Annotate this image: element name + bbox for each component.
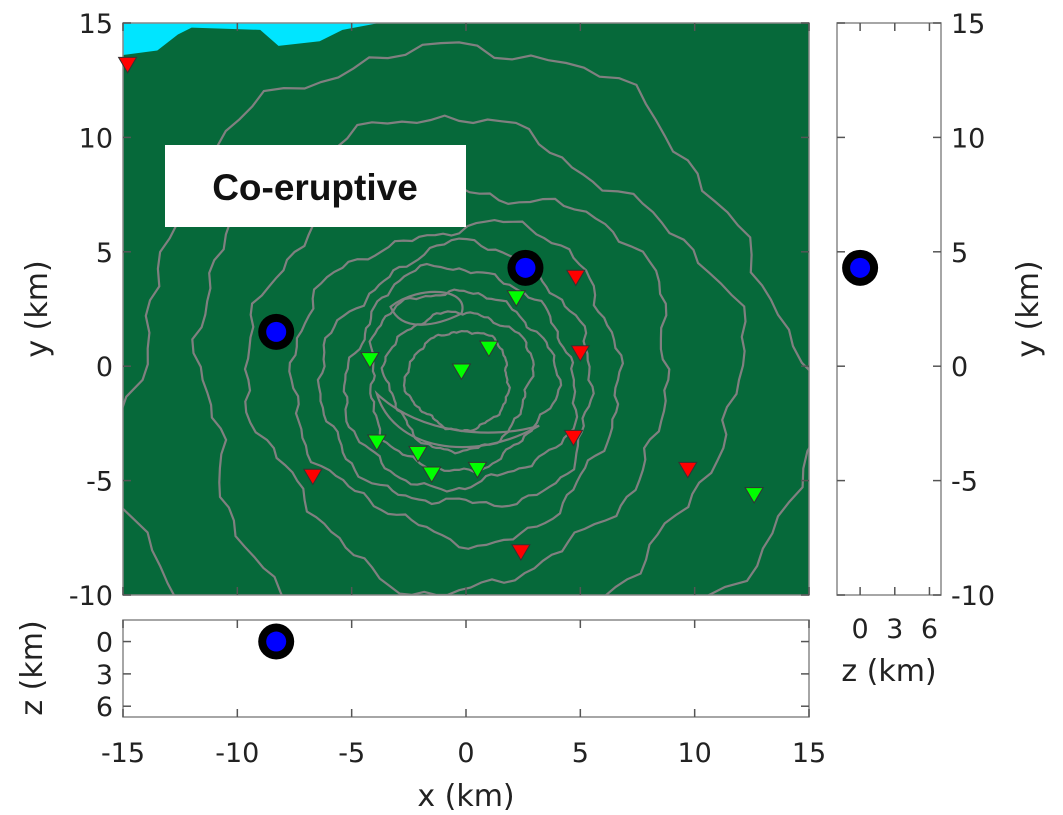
station-red — [563, 429, 584, 447]
station-green — [360, 352, 380, 369]
depth-panel-x-ticks: 036 — [96, 620, 810, 723]
map-y-tick-label: 15 — [79, 9, 113, 40]
depth-y-xtick-label: 6 — [921, 614, 938, 645]
station-green — [421, 466, 442, 484]
depth-y-ytick-label: -10 — [951, 581, 995, 612]
station-red — [570, 345, 591, 363]
depth-x-ytick-label: 0 — [96, 628, 113, 659]
water-area — [123, 23, 380, 56]
depth-panel-x-frame — [122, 619, 810, 718]
station-red — [117, 56, 138, 74]
depth-y-ytick-label: 10 — [951, 123, 985, 154]
map-markers — [117, 56, 764, 562]
depth-panel-y-markers — [842, 249, 879, 286]
map-panel: -10 -5 0 5 10 15 — [69, 9, 810, 612]
station-green — [467, 461, 488, 479]
contour-level — [342, 262, 579, 493]
depth-y-ytick-label: 0 — [951, 352, 968, 383]
contour-level — [288, 218, 625, 550]
station-green — [366, 434, 387, 452]
depth-panel-y-frame — [836, 22, 942, 596]
depth-y-source-marker — [850, 257, 871, 278]
x-tick-label: 0 — [457, 738, 474, 769]
contour-level — [123, 41, 809, 595]
contour-map — [123, 23, 809, 595]
map-y-tick-labels: -10 -5 0 5 10 15 — [69, 9, 113, 612]
depth-x-source-marker — [266, 631, 287, 652]
title-background — [165, 145, 466, 227]
depth-panel-x-ylabel: z (km) — [15, 620, 50, 715]
x-tick-label: -15 — [101, 738, 145, 769]
depth-y-ytick-label: 15 — [951, 9, 985, 40]
station-red — [511, 544, 531, 562]
map-y-tick-label: 0 — [96, 352, 113, 383]
depth-panel-y-ylabel: y (km) — [1011, 260, 1046, 357]
depth-y-xtick-label: 3 — [886, 614, 903, 645]
depth-x-ytick-label: 6 — [96, 692, 113, 723]
contour-level — [191, 114, 747, 595]
depth-panel-y-tick-labels: -10 -5 0 5 10 15 — [951, 9, 995, 612]
contour-inner-feature — [374, 390, 540, 449]
x-tick-label: 10 — [677, 738, 711, 769]
map-y-axis-label: y (km) — [20, 260, 55, 357]
station-red — [302, 468, 323, 486]
map-y-tick-label: 10 — [79, 123, 113, 154]
depth-y-ytick-label: 5 — [951, 238, 968, 269]
station-green — [478, 340, 499, 358]
depth-panel-y-xlabel: z (km) — [841, 654, 936, 689]
x-tick-label: -5 — [338, 738, 365, 769]
contour-level — [368, 288, 563, 474]
x-tick-label: 5 — [572, 738, 589, 769]
source-marker — [515, 257, 536, 278]
depth-panel-x: 036 z (km) — [15, 619, 810, 723]
station-green — [451, 363, 472, 381]
map-y-tick-label: -5 — [86, 467, 113, 498]
contour-level — [402, 329, 511, 433]
map-y-tick-label: 5 — [96, 238, 113, 269]
depth-y-xtick-label: 0 — [852, 614, 869, 645]
depth-panel-y-ticks — [837, 22, 941, 596]
map-y-tick-label: -10 — [69, 581, 113, 612]
station-red — [565, 269, 586, 287]
map-ticks — [122, 22, 810, 596]
station-red — [677, 461, 698, 479]
station-green — [744, 487, 764, 504]
chart-title: Co-eruptive — [212, 167, 418, 208]
depth-y-ytick-label: -5 — [951, 467, 978, 498]
source-marker — [266, 321, 287, 342]
title-box: Co-eruptive — [165, 145, 466, 227]
contour-level — [243, 179, 671, 595]
contour-background — [123, 23, 809, 595]
depth-panel-x-markers — [258, 623, 295, 660]
x-axis-label: x (km) — [417, 779, 514, 814]
station-green — [408, 445, 428, 463]
contour-inner-feature — [389, 290, 464, 326]
x-tick-label: 15 — [792, 738, 826, 769]
x-tick-label: -10 — [215, 738, 259, 769]
depth-x-ytick-label: 3 — [96, 660, 113, 691]
station-green — [506, 290, 527, 308]
x-tick-labels: -15 -10 -5 0 5 10 15 — [101, 738, 826, 769]
